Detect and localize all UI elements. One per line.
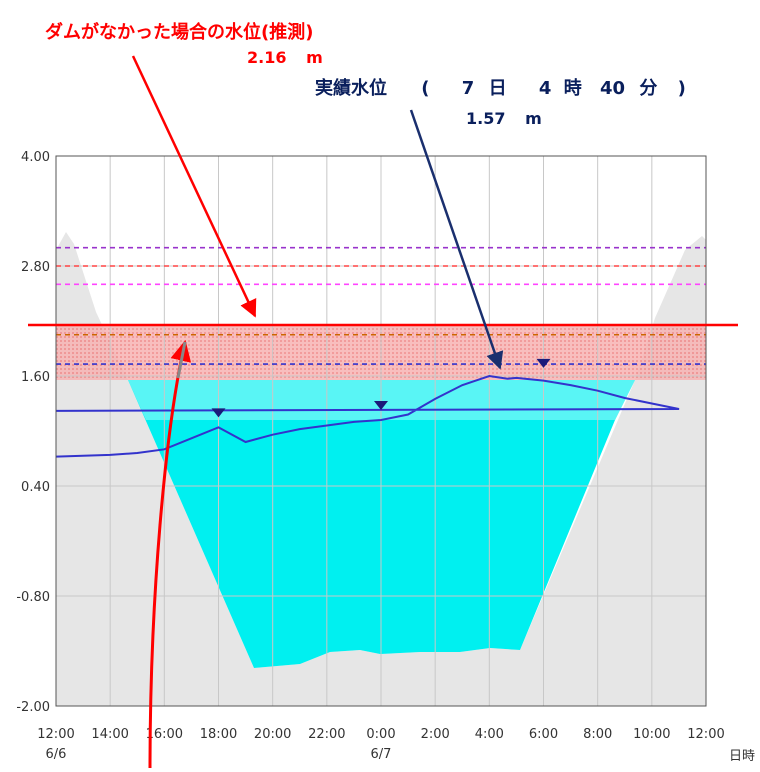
x-tick-label: 6:00 (529, 727, 558, 742)
series-point (461, 384, 463, 386)
series-point (326, 425, 328, 426)
peak-marker (211, 408, 226, 418)
series-point (245, 441, 247, 443)
series-point (136, 452, 138, 454)
river-bed-bottom-fill (254, 648, 520, 706)
peak-markers (211, 358, 551, 418)
peak-marker (374, 401, 388, 410)
actual-arrow (409, 109, 504, 370)
series-point (218, 426, 219, 428)
x-tick-label: 12:00 (37, 727, 74, 742)
x-tick-label: 8:00 (583, 727, 612, 742)
series-point (651, 403, 653, 404)
x-tick-label: 0:00 (366, 727, 395, 742)
plot-frame (55, 155, 707, 707)
series-point (353, 421, 355, 423)
peak-marker (536, 358, 551, 368)
x-tick-label: 12:00 (687, 727, 724, 742)
y-tick-label: 0.40 (21, 480, 50, 495)
series-point (570, 384, 572, 386)
series-point (272, 434, 274, 436)
x-tick-label: 14:00 (91, 727, 128, 742)
x-tick-label: 20:00 (254, 727, 291, 742)
series-point (506, 378, 508, 380)
x-tick-label: 4:00 (475, 727, 504, 742)
x-date-label: 6/7 (371, 747, 392, 762)
y-tick-label: -0.80 (16, 590, 50, 605)
series-point (299, 428, 301, 430)
x-tick-label: 22:00 (308, 727, 345, 742)
y-axis-ticks: 4.00 2.80 1.60 0.40 -0.80 -2.00 (16, 150, 50, 715)
band-arrow-tip (176, 341, 187, 379)
series-point (109, 454, 111, 456)
x-tick-label: 18:00 (200, 727, 237, 742)
river-bed-right-fill (520, 380, 706, 706)
series-point (515, 377, 517, 379)
band-arrow (148, 339, 192, 769)
series-layer (55, 374, 680, 458)
river-bed-left-fill (56, 380, 254, 706)
x-tick-label: 10:00 (633, 727, 670, 742)
x-tick-label: 16:00 (146, 727, 183, 742)
series-point (434, 398, 436, 400)
x-axis-ticks: 12:00 14:00 16:00 18:00 20:00 22:00 0:00 2:00 4:… (37, 727, 724, 762)
series-point (163, 448, 165, 450)
y-tick-label: 2.80 (21, 260, 50, 275)
series-point (543, 380, 544, 382)
y-tick-label: -2.00 (16, 700, 50, 715)
y-tick-label: 4.00 (21, 150, 50, 165)
no-dam-arrow (131, 55, 257, 318)
y-tick-label: 1.60 (21, 370, 50, 385)
series-point (380, 419, 382, 421)
series-point (678, 408, 680, 410)
actual-label: 実績水位 ( 7 日 4 時 40 分 ) (315, 77, 686, 99)
no-dam-value: 2.16 m (247, 48, 323, 67)
x-date-label: 6/6 (46, 747, 67, 762)
actual-value: 1.57 m (466, 109, 542, 128)
series-point (407, 414, 409, 415)
series-point (190, 437, 192, 439)
series-point (488, 375, 490, 377)
series-point (597, 390, 599, 392)
reference-lines (56, 246, 706, 365)
no-dam-label: ダムがなかった場合の水位(推測) (45, 21, 313, 43)
series-point (624, 397, 626, 399)
x-axis-label: 日時 (729, 749, 755, 764)
x-tick-label: 2:00 (421, 727, 450, 742)
